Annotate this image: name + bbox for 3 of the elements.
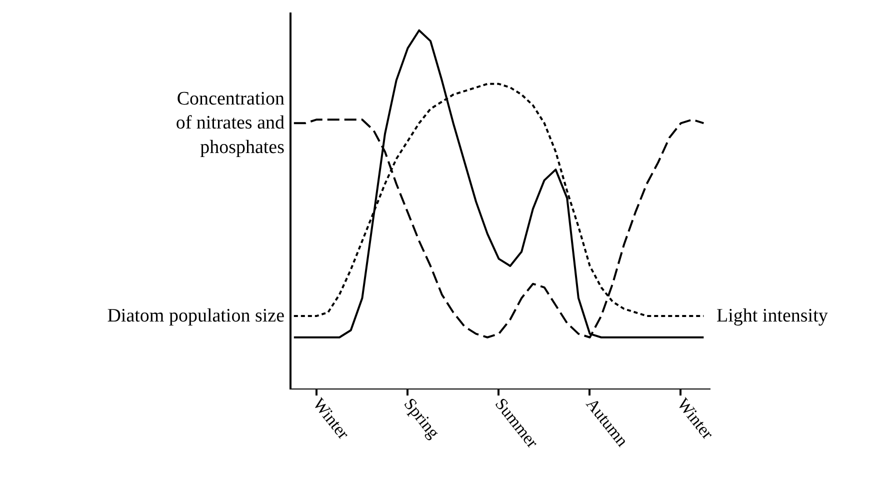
text: Light intensity bbox=[716, 305, 828, 326]
text: Concentration of nitrates and phosphates bbox=[176, 88, 285, 158]
text: Diatom population size bbox=[107, 305, 285, 326]
